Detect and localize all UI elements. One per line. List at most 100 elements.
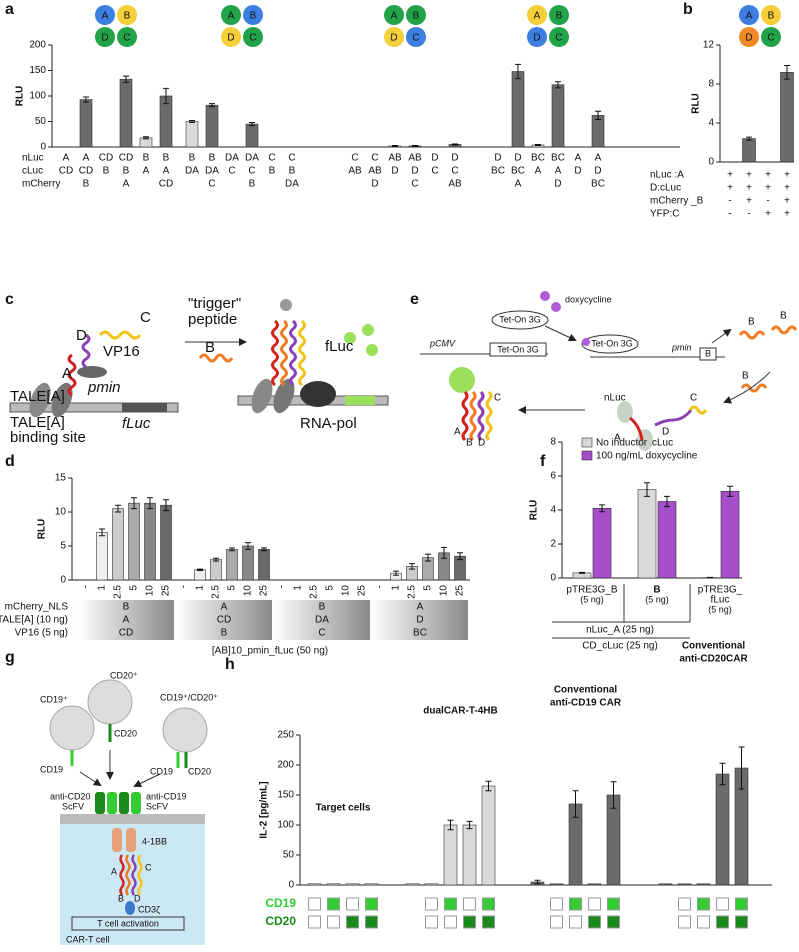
row-value: BC	[413, 628, 427, 639]
error-bar	[746, 136, 752, 141]
y-tick-label: 50	[283, 850, 295, 861]
label: ScFV	[146, 801, 168, 811]
row-value: C	[268, 153, 275, 164]
row-value: B	[289, 166, 296, 177]
x-tick-label: 2.5	[211, 585, 222, 599]
row-value: +	[784, 170, 790, 181]
luciferase	[344, 332, 356, 344]
topology-label: C	[249, 33, 256, 44]
y-tick-label: 100	[29, 91, 46, 102]
row-value: +	[784, 196, 790, 207]
topology-label: A	[391, 11, 398, 22]
topology-label: B	[413, 11, 420, 22]
label: pCMV	[429, 338, 456, 348]
inducer-dot	[582, 338, 590, 346]
row-value: AB	[348, 166, 362, 177]
label: TALE[A]	[10, 388, 65, 405]
x-tick-label: 25	[357, 585, 368, 597]
panel-letter: d	[5, 453, 15, 470]
error-bar	[393, 570, 399, 576]
target-box	[569, 897, 582, 911]
bar	[637, 489, 657, 579]
y-tick-label: 0	[288, 880, 294, 891]
panel-letter: h	[225, 656, 235, 673]
error-bar	[249, 122, 255, 127]
topology-label: A	[102, 11, 109, 22]
helix	[125, 854, 131, 896]
topology-circle	[549, 5, 569, 25]
label: CD19	[40, 764, 63, 774]
x-tick-label: 1	[293, 585, 304, 591]
row-label: VP16 (5 ng)	[15, 628, 68, 639]
label: D	[478, 438, 485, 449]
row-value: B	[189, 153, 196, 164]
label: D	[134, 893, 141, 903]
target-box	[463, 915, 476, 929]
label: D	[76, 327, 87, 344]
panel-letter: a	[5, 1, 14, 18]
legend-swatch	[581, 437, 593, 448]
topology-circle	[95, 27, 115, 47]
arrow	[544, 325, 577, 342]
footer: CD_cLuc (25 ng)	[582, 641, 658, 652]
error-bar	[535, 143, 541, 146]
target-box	[463, 897, 476, 911]
row-value: CD	[99, 153, 113, 164]
bar	[144, 502, 156, 581]
error-bar	[515, 63, 521, 80]
row-value: DA	[225, 153, 239, 164]
error-bar	[163, 499, 169, 512]
y-tick-label: 0	[60, 575, 66, 586]
row-value: D	[371, 179, 378, 190]
label: binding site	[10, 429, 86, 446]
label: fLuc	[122, 415, 151, 432]
x-tick-label: 10	[145, 585, 156, 597]
row-label: mCherry _B	[650, 196, 704, 207]
y-axis-label: IL-2 [pg/mL]	[259, 781, 270, 838]
row-label: CD20	[265, 914, 296, 928]
row-value: A	[143, 166, 150, 177]
gradient-band	[372, 600, 468, 640]
y-tick-label: 250	[277, 730, 294, 741]
topology-label: B	[556, 11, 563, 22]
error-bar	[197, 568, 203, 571]
row-value: D	[494, 153, 501, 164]
topology-label: A	[534, 11, 541, 22]
error-bar	[664, 495, 670, 508]
x-tick-label: 10	[243, 585, 254, 597]
label: pmin	[671, 342, 692, 352]
row-value: C	[431, 166, 438, 177]
y-tick-label: 0	[550, 573, 556, 584]
label: Tet-On 3G	[591, 338, 633, 348]
error-bar	[784, 64, 790, 80]
label: Tet-On 3G	[497, 344, 539, 354]
row-value: D	[594, 166, 601, 177]
x-tick-label: 5	[227, 585, 238, 591]
topology-label: C	[123, 33, 130, 44]
bar	[210, 559, 222, 581]
helix	[67, 353, 77, 397]
helix	[119, 854, 125, 896]
row-value: +	[727, 170, 733, 181]
label: TALE[A]	[10, 414, 65, 431]
error-bar	[579, 571, 585, 574]
footer: nLuc_A (25 ng)	[586, 625, 654, 636]
y-tick-label: 12	[703, 40, 715, 51]
dna	[9, 402, 179, 413]
row-value: B	[249, 179, 256, 190]
target-box	[550, 915, 563, 929]
tale-protein	[29, 382, 51, 418]
x-tick-label: -	[277, 585, 288, 588]
label: CD20	[114, 728, 137, 738]
bar	[715, 773, 730, 886]
row-value: D	[391, 166, 398, 177]
helix	[770, 325, 798, 335]
row-value: +	[746, 170, 752, 181]
error-bar	[213, 557, 219, 562]
x-tick-label: 5	[423, 585, 434, 591]
target-box	[365, 915, 378, 929]
bar	[96, 532, 108, 581]
topology-label: A	[228, 11, 235, 22]
helix	[469, 390, 477, 442]
topology-circle	[549, 27, 569, 47]
